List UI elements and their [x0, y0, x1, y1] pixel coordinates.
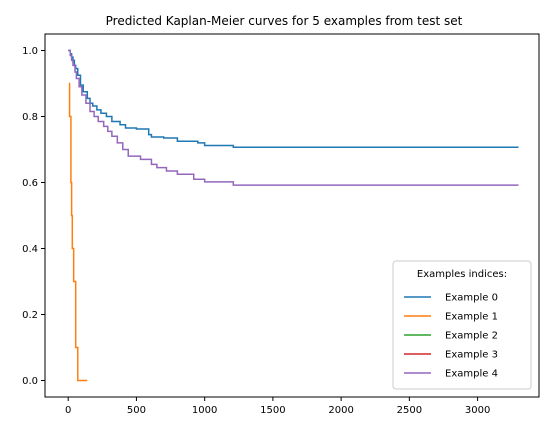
legend-label-example-4: Example 4 — [445, 369, 498, 380]
y-tick-label: 0.8 — [22, 112, 38, 123]
chart-title: Predicted Kaplan-Meier curves for 5 exam… — [106, 14, 463, 28]
x-tick-label: 0 — [65, 405, 71, 416]
x-tick-label: 2500 — [397, 405, 422, 416]
x-tick-label: 2000 — [328, 405, 353, 416]
legend-title: Examples indices: — [417, 269, 507, 280]
legend-label-example-3: Example 3 — [445, 350, 498, 361]
x-tick-label: 1500 — [260, 405, 285, 416]
series-lines — [68, 49, 519, 382]
y-tick-label: 0.6 — [22, 178, 38, 189]
y-tick-label: 0.4 — [22, 244, 38, 255]
x-tick-label: 500 — [127, 405, 146, 416]
legend-label-example-2: Example 2 — [445, 331, 498, 342]
y-tick-label: 0.0 — [22, 376, 38, 387]
legend-label-example-1: Example 1 — [445, 312, 498, 323]
legend-box — [392, 260, 532, 390]
x-tick-label: 3000 — [465, 405, 490, 416]
y-tick-label: 1.0 — [22, 46, 38, 57]
x-tick-label: 1000 — [192, 405, 217, 416]
y-tick-label: 0.2 — [22, 310, 38, 321]
legend-label-example-0: Example 0 — [445, 293, 498, 304]
series-line-example-4 — [68, 49, 519, 186]
axes: 0 500 1000 1500 2000 2500 3000 0.0 0.2 0.4 0.6 0.8 1… — [22, 46, 490, 416]
legend: Examples indices: Example 0 Example 1 Examp… — [392, 260, 532, 390]
series-line-example-1 — [68, 82, 88, 382]
plot-frame — [44, 33, 540, 398]
